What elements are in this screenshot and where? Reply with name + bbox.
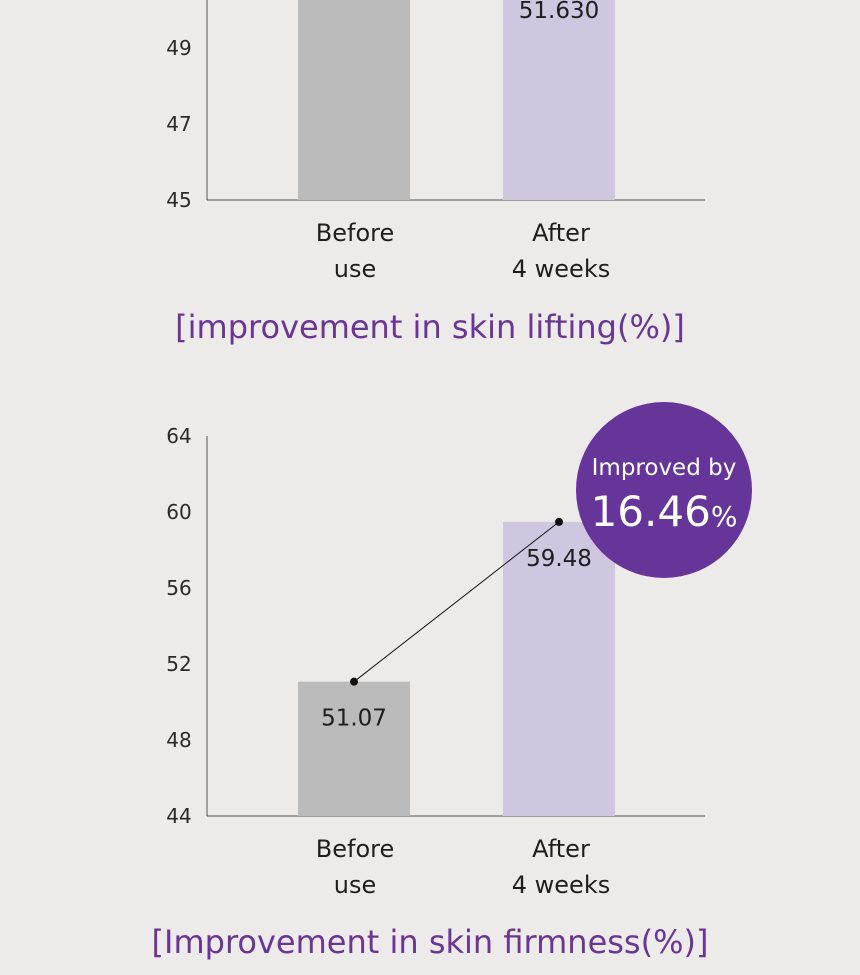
lifting-ytick: 49 [166, 36, 191, 60]
firmness-category-after-line2: 4 weeks [512, 871, 610, 899]
improvement-badge: Improved by 16.46% [576, 402, 752, 578]
firmness-ytick: 56 [166, 576, 191, 600]
lifting-ytick: 45 [166, 188, 191, 212]
firmness-value-label-after: 59.48 [526, 546, 592, 572]
firmness-point-before [350, 677, 358, 686]
lifting-category-before-line2: use [334, 255, 376, 283]
improvement-badge-value: 16.46 [591, 487, 711, 536]
firmness-category-after-line1: After [532, 835, 590, 863]
lifting-category-before-line1: Before [316, 219, 394, 247]
lifting-ytick: 47 [166, 112, 191, 136]
firmness-point-after [555, 517, 563, 526]
firmness-category-before-line1: Before [316, 835, 394, 863]
improvement-badge-circle [576, 402, 752, 578]
improvement-badge-value-group: 16.46% [591, 487, 738, 536]
improvement-badge-unit: % [711, 500, 738, 533]
firmness-bar-after [503, 521, 615, 816]
firmness-category-before-line2: use [334, 871, 376, 899]
firmness-ytick: 52 [166, 652, 191, 676]
lifting-category-after-line2: 4 weeks [512, 255, 610, 283]
firmness-ytick: 60 [166, 500, 191, 524]
firmness-connector-line [353, 521, 560, 683]
lifting-chart-title: [improvement in skin lifting(%)] [175, 308, 685, 346]
lifting-chart: 45 47 49 51.630 Before use After 4 weeks… [166, 0, 705, 346]
firmness-chart-title: [Improvement in skin firmness(%)] [152, 923, 709, 961]
lifting-bar-before [298, 0, 410, 200]
lifting-category-after-line1: After [532, 219, 590, 247]
firmness-ytick: 44 [166, 804, 191, 828]
improvement-badge-label: Improved by [592, 455, 737, 481]
firmness-ytick: 64 [166, 424, 191, 448]
firmness-chart: 44 48 52 56 60 64 51.07 59.48 Before use… [152, 402, 752, 961]
firmness-bar-before [298, 681, 410, 816]
lifting-bar-after [503, 0, 615, 200]
lifting-value-label-after: 51.630 [519, 0, 599, 24]
firmness-value-label-before: 51.07 [321, 706, 387, 732]
firmness-ytick: 48 [166, 728, 191, 752]
